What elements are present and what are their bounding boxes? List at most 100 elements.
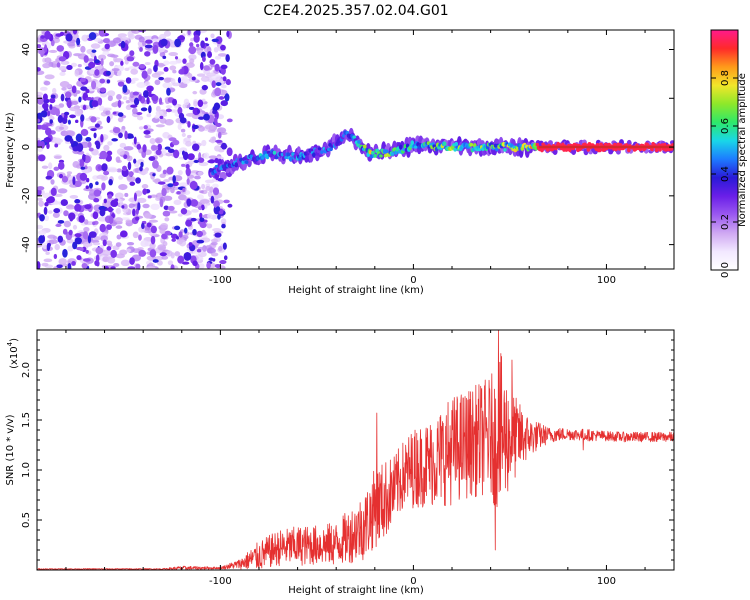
- spectrogram-noise-blob: [174, 251, 181, 257]
- spectrogram-noise-blob: [61, 175, 69, 183]
- spectrogram-noise-blob: [108, 178, 113, 186]
- spectrogram-noise-blob: [37, 118, 41, 123]
- spectrogram-noise-blob: [179, 117, 187, 124]
- spectrogram-noise-blob: [176, 190, 181, 195]
- spectrogram-noise-blob: [57, 161, 65, 170]
- spectrogram-noise-blob: [95, 181, 99, 186]
- spectrogram-noise-blob: [166, 166, 174, 175]
- spectrogram-noise-blob: [107, 95, 113, 102]
- spectrogram-noise-blob: [105, 109, 111, 116]
- spectrogram-noise-blob: [60, 93, 65, 102]
- spectrogram-noise-blob: [87, 58, 94, 62]
- spectrogram-noise-blob: [146, 96, 150, 105]
- spectrogram-noise-blob: [132, 107, 138, 115]
- spectrogram-noise-blob: [42, 93, 48, 101]
- spectrogram-noise-blob: [79, 172, 88, 181]
- spectrogram-noise-blob: [100, 235, 109, 242]
- spectrogram-noise-blob: [168, 210, 178, 214]
- spectrogram-noise-blob: [112, 126, 121, 134]
- spectrogram-noise-blob: [38, 154, 46, 162]
- spectrogram-noise-blob: [57, 115, 63, 124]
- spectrogram-noise-blob: [108, 216, 114, 225]
- spectrogram-noise-blob: [174, 56, 179, 60]
- spectrogram-noise-blob: [37, 70, 45, 76]
- spectrogram-noise-blob: [49, 97, 56, 104]
- spectrogram-noise-blob: [150, 203, 160, 211]
- spectrogram-noise-blob: [135, 177, 141, 184]
- spectrogram-noise-blob: [132, 61, 140, 67]
- spectrogram-ridge-core: [390, 152, 395, 156]
- spectrogram-noise-blob: [128, 135, 135, 139]
- spectrogram-noise-blob: [165, 152, 173, 157]
- spectrogram-noise-blob: [37, 44, 42, 49]
- spectrogram-noise-blob: [53, 166, 60, 171]
- spectrogram-noise-blob: [173, 149, 180, 159]
- spectrogram-noise-blob: [98, 54, 107, 61]
- spectrogram-noise-blob: [177, 213, 183, 217]
- spectrogram-noise-layer: [37, 30, 233, 269]
- spectrogram-noise-blob: [181, 132, 186, 138]
- spectrogram-noise-blob: [215, 36, 223, 45]
- spectrogram-noise-blob: [215, 122, 222, 127]
- spectrogram-noise-blob: [225, 79, 231, 86]
- spectrogram-noise-blob: [42, 242, 49, 250]
- spectrogram-noise-blob: [72, 30, 78, 35]
- spectrogram-noise-blob: [196, 239, 205, 244]
- spectrogram-noise-blob: [212, 183, 219, 188]
- spectrogram-noise-blob: [116, 94, 122, 100]
- spectrogram-noise-blob: [144, 213, 152, 219]
- spectrogram-noise-blob: [83, 219, 89, 225]
- snr-x-label: Height of straight line (km): [288, 585, 424, 596]
- spectrogram-noise-blob: [93, 197, 100, 203]
- spectrogram-noise-blob: [88, 147, 94, 152]
- spectrogram-noise-blob: [58, 258, 68, 265]
- spectrogram-ridge-core: [379, 154, 383, 158]
- spectrogram-noise-blob: [40, 86, 48, 91]
- spectrogram-noise-blob: [55, 108, 61, 117]
- spectrogram-noise-blob: [82, 258, 91, 262]
- spectrogram-noise-blob: [172, 139, 180, 146]
- spectrogram-noise-blob: [71, 261, 76, 266]
- spectrogram-noise-blob: [146, 113, 152, 118]
- spectrogram-noise-blob: [113, 56, 118, 63]
- spectrogram-noise-blob: [207, 247, 216, 254]
- spectrogram-noise-blob: [90, 43, 101, 49]
- spectrogram-noise-blob: [130, 68, 139, 75]
- spectrogram-noise-blob: [111, 68, 120, 72]
- spectrogram-noise-blob: [63, 220, 72, 228]
- spectrogram-noise-blob: [159, 51, 166, 57]
- snr-x-ticks: -100 0 100: [65, 330, 646, 587]
- colorbar-tick-label: 0.6: [720, 118, 731, 134]
- spectrogram-noise-blob: [201, 183, 206, 190]
- spectrogram-noise-blob: [167, 205, 175, 211]
- spectrogram-noise-blob: [120, 40, 126, 49]
- spectrogram-noise-blob: [182, 58, 187, 64]
- spectrogram-noise-blob: [192, 260, 198, 267]
- spectrogram-noise-blob: [76, 150, 85, 155]
- spectrogram-noise-blob: [107, 141, 113, 146]
- snr-panel: -100 0 100 0.5 1.0 1.5 2.0 Height of straight…: [5, 329, 675, 596]
- spectrogram-noise-blob: [223, 255, 228, 261]
- spectrogram-noise-blob: [106, 224, 112, 230]
- spectrogram-noise-blob: [128, 171, 134, 177]
- spectrogram-ridge-core: [357, 140, 361, 144]
- spectrogram-noise-blob: [93, 37, 102, 42]
- spectrogram-noise-blob: [151, 145, 159, 151]
- spectrogram-noise-blob: [177, 123, 182, 130]
- spectrogram-noise-blob: [48, 162, 53, 170]
- spectrogram-noise-blob: [120, 259, 130, 267]
- x-tick-label: 0: [410, 275, 416, 286]
- spectrogram-noise-blob: [121, 205, 125, 209]
- spectrogram-noise-blob: [217, 53, 227, 57]
- spectrogram-noise-blob: [208, 257, 214, 261]
- spectrogram-noise-blob: [92, 242, 101, 246]
- spectrogram-noise-blob: [164, 146, 171, 150]
- spectrogram-noise-blob: [197, 171, 203, 176]
- spectrogram-noise-blob: [116, 168, 123, 173]
- spectrogram-noise-blob: [80, 166, 86, 170]
- spectrogram-noise-blob: [114, 198, 119, 202]
- spectrogram-ridge-core: [272, 150, 277, 155]
- spectrogram-noise-blob: [117, 81, 125, 87]
- spectrogram-ridge-core: [305, 155, 309, 160]
- spectrogram-noise-blob: [210, 241, 218, 246]
